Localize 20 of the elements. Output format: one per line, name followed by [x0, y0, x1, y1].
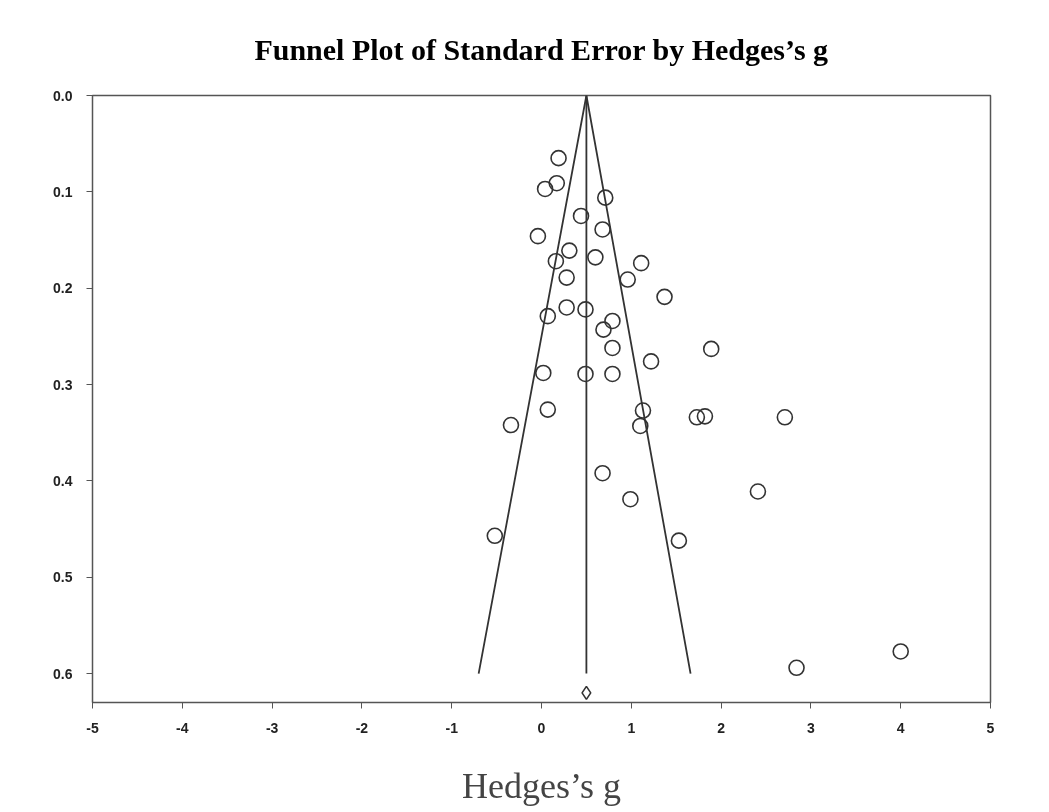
x-tick-label: -3	[265, 719, 279, 736]
x-tick-label: 3	[807, 719, 816, 736]
x-tick-label: 1	[627, 719, 636, 736]
x-tick-label: 4	[896, 719, 905, 736]
x-axis-title: Hedges’s g	[462, 765, 621, 806]
x-tick-label: -4	[176, 719, 189, 736]
y-tick-label: 0.3	[53, 376, 73, 393]
y-tick-label: 0.4	[53, 472, 73, 489]
y-tick-label: 0.2	[53, 280, 73, 297]
y-tick-label: 0.5	[53, 569, 73, 586]
x-tick-label: 5	[986, 719, 995, 736]
y-tick-label: 0.1	[53, 183, 73, 200]
x-tick-label: 2	[717, 719, 726, 736]
chart-title: Funnel Plot of Standard Error by Hedges’s g	[254, 32, 829, 66]
y-tick-label: 0.6	[53, 665, 73, 682]
y-tick-label: 0.0	[53, 87, 73, 104]
x-tick-label: 0	[537, 719, 546, 736]
x-tick-label: -5	[86, 719, 99, 736]
x-tick-label: -1	[445, 719, 459, 736]
x-tick-label: -2	[355, 719, 369, 736]
